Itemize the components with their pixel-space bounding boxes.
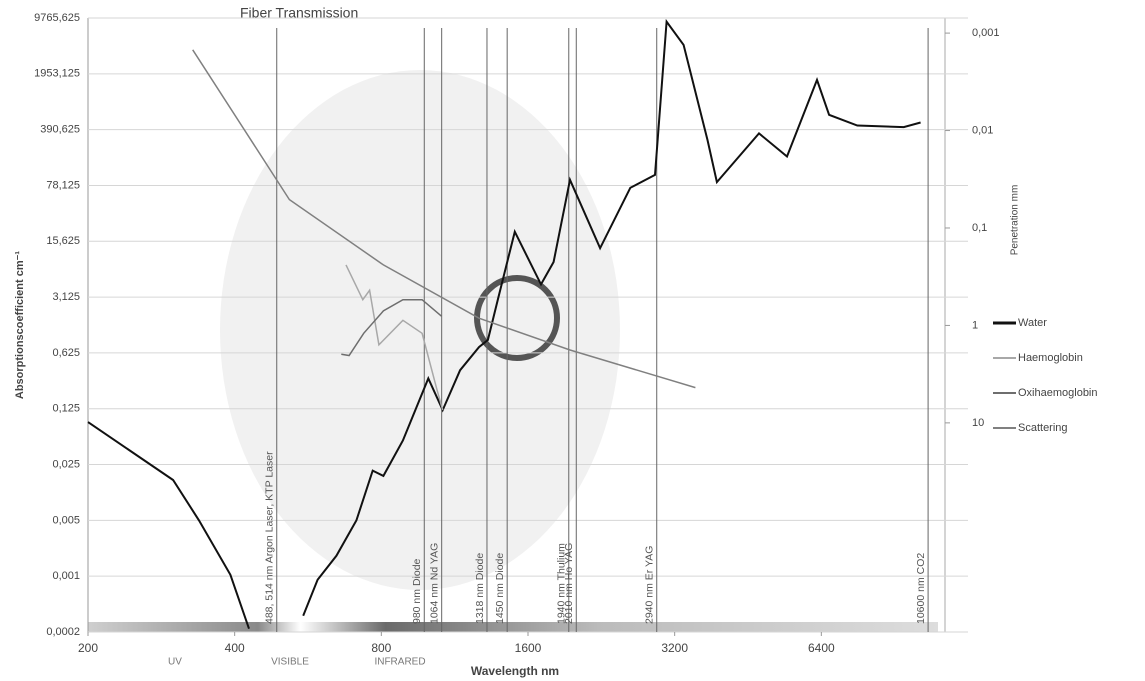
- x-tick-label: 1600: [515, 641, 542, 655]
- highlight-circle: [474, 275, 560, 361]
- laser-label: 488, 514 nm Argon Laser, KTP Laser: [264, 451, 276, 624]
- y-axis-title: Absorptionscoefficient cm⁻¹: [14, 251, 26, 400]
- y2-axis-title: Penetration mm: [1010, 185, 1021, 256]
- laser-label: 2010 nm Ho YAG: [563, 543, 575, 624]
- y-tick-label: 78,125: [46, 179, 80, 191]
- y2-tick-label: 0,01: [972, 124, 993, 136]
- x-region-label: INFRARED: [374, 657, 425, 668]
- laser-label: 1450 nm Diode: [494, 553, 506, 624]
- legend-label: Oxihaemoglobin: [1018, 387, 1098, 399]
- background-picture: [220, 70, 620, 590]
- y2-tick-label: 1: [972, 319, 978, 331]
- laser-label: 1940 nm Thulium: [556, 543, 568, 624]
- y-tick-label: 0,125: [52, 403, 80, 415]
- laser-label: 2940 nm Er YAG: [644, 546, 656, 624]
- laser-label: 1318 nm Diode: [474, 553, 486, 624]
- y2-tick-label: 10: [972, 417, 984, 429]
- annotation: Fiber Transmission: [240, 5, 358, 21]
- laser-label: 10600 nm CO2: [915, 553, 927, 624]
- x-region-label: VISIBLE: [271, 657, 309, 668]
- y-tick-label: 3,125: [52, 291, 80, 303]
- y-tick-label: 0,001: [52, 570, 80, 582]
- x-tick-label: 400: [225, 641, 245, 655]
- y-tick-label: 390,625: [40, 124, 80, 136]
- series-line: [192, 49, 696, 389]
- legend-label: Scattering: [1018, 422, 1068, 434]
- series-line: [341, 298, 442, 357]
- y-tick-label: 0,0002: [46, 626, 80, 638]
- series-line: [345, 264, 444, 411]
- legend-label: Water: [1018, 317, 1047, 329]
- x-tick-label: 200: [78, 641, 98, 655]
- y-tick-label: 0,005: [52, 514, 80, 526]
- y-tick-label: 0,625: [52, 347, 80, 359]
- laser-label: 1064 nm Nd YAG: [428, 543, 440, 624]
- y2-tick-label: 0,001: [972, 27, 1000, 39]
- legend-label: Haemoglobin: [1018, 352, 1083, 364]
- y-tick-label: 15,625: [46, 235, 80, 247]
- series-line: [87, 18, 921, 630]
- x-region-label: UV: [168, 657, 182, 668]
- y2-tick-label: 0,1: [972, 222, 987, 234]
- y-tick-label: 0,025: [52, 458, 80, 470]
- x-tick-label: 800: [371, 641, 391, 655]
- laser-label: 980 nm Diode: [411, 558, 423, 624]
- x-tick-label: 6400: [808, 641, 835, 655]
- spectrum-band: [88, 622, 938, 632]
- y-tick-label: 1953,125: [34, 68, 80, 80]
- y-tick-label: 9765,625: [34, 12, 80, 24]
- x-tick-label: 3200: [661, 641, 688, 655]
- x-axis-title: Wavelength nm: [471, 664, 559, 678]
